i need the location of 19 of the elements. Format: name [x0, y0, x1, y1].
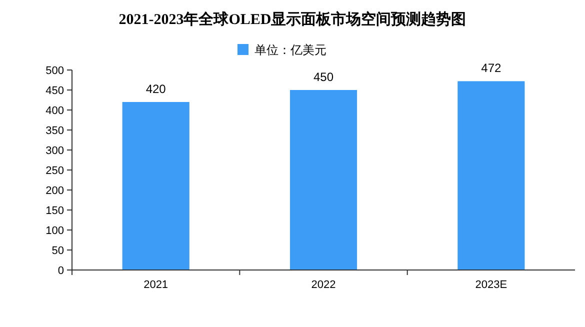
- y-tick-label: 500: [46, 65, 64, 77]
- y-tick-label: 250: [46, 165, 64, 177]
- x-tick-label: 2023E: [475, 279, 508, 291]
- y-tick-label: 150: [46, 205, 64, 217]
- x-tick-label: 2022: [311, 279, 336, 291]
- y-tick-label: 350: [46, 125, 64, 137]
- data-label: 420: [146, 82, 166, 96]
- y-tick-label: 100: [46, 225, 64, 237]
- x-tick-label: 2021: [144, 279, 168, 291]
- data-label: 472: [481, 61, 502, 76]
- data-label: 450: [313, 70, 334, 84]
- y-tick-label: 400: [46, 105, 64, 117]
- chart-title: 2021-2023年全球OLED显示面板市场空间预测趋势图: [118, 10, 466, 28]
- y-tick-label: 50: [52, 245, 64, 257]
- legend-label: 单位：亿美元: [254, 43, 326, 57]
- y-tick-label: 300: [46, 145, 64, 157]
- y-tick-label: 450: [46, 85, 64, 97]
- y-tick-label: 200: [46, 185, 64, 197]
- y-tick-label: 0: [58, 265, 64, 277]
